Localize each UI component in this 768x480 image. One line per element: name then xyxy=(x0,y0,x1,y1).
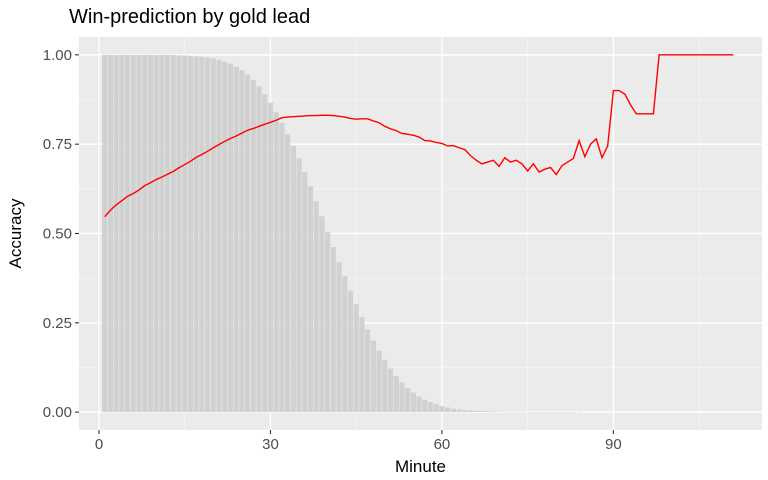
bar xyxy=(405,387,411,413)
bar xyxy=(233,66,239,413)
bar xyxy=(330,247,336,413)
bar xyxy=(416,396,422,413)
bar xyxy=(302,172,308,413)
bar xyxy=(267,102,274,413)
x-tick-label: 90 xyxy=(605,436,622,453)
bar xyxy=(153,54,159,413)
bar xyxy=(279,122,285,413)
bar xyxy=(250,79,256,413)
y-axis-title: Accuracy xyxy=(6,198,25,268)
y-tick-label: 1.00 xyxy=(43,47,72,64)
bar xyxy=(165,54,171,413)
bar xyxy=(147,54,154,413)
bar xyxy=(410,392,416,413)
bar xyxy=(336,262,342,413)
bar xyxy=(399,382,405,413)
y-tick-label: 0.00 xyxy=(43,404,72,421)
bar xyxy=(433,404,439,413)
bar xyxy=(142,54,148,413)
bar xyxy=(296,158,302,413)
bar xyxy=(182,55,188,413)
chart-title: Win-prediction by gold lead xyxy=(69,6,310,28)
bar xyxy=(347,290,354,413)
y-tick-label: 0.75 xyxy=(43,136,72,153)
bar xyxy=(119,54,125,413)
bar xyxy=(473,410,479,413)
bar xyxy=(187,55,194,413)
bar xyxy=(456,409,462,413)
bar xyxy=(136,54,142,413)
bar xyxy=(102,54,108,413)
bar xyxy=(325,232,331,413)
bar xyxy=(290,145,296,413)
y-axis-ticks: 0.00 0.25 0.50 0.75 1.00 xyxy=(43,47,79,421)
y-tick-label: 0.25 xyxy=(43,315,72,332)
bar xyxy=(382,359,388,413)
bar xyxy=(370,340,376,413)
y-tick-label: 0.50 xyxy=(43,226,72,243)
bar xyxy=(239,70,245,413)
bar xyxy=(479,411,485,413)
bar xyxy=(256,86,262,413)
bar xyxy=(245,74,251,413)
bar xyxy=(353,304,359,413)
bar xyxy=(450,408,456,413)
bar xyxy=(496,411,502,413)
bar xyxy=(365,329,371,413)
x-axis-title: Minute xyxy=(395,457,446,476)
bar xyxy=(490,411,496,413)
x-axis-ticks: 0 30 60 90 xyxy=(95,430,622,453)
bar xyxy=(227,63,234,413)
bar xyxy=(170,54,176,413)
bar xyxy=(125,54,131,413)
bar xyxy=(159,54,165,413)
bar xyxy=(222,61,228,413)
bar xyxy=(359,317,365,413)
bar xyxy=(319,216,325,413)
bar xyxy=(393,376,399,413)
bar xyxy=(130,54,136,413)
x-tick-label: 0 xyxy=(95,436,103,453)
bar xyxy=(193,56,199,413)
bar xyxy=(216,59,222,413)
bar xyxy=(387,368,394,413)
bar xyxy=(176,55,182,413)
bar xyxy=(313,201,319,413)
bar xyxy=(427,402,434,413)
bar xyxy=(462,409,468,413)
bar xyxy=(107,54,114,413)
bar xyxy=(376,350,382,413)
x-tick-label: 60 xyxy=(434,436,451,453)
bar xyxy=(445,407,451,413)
bar xyxy=(307,186,314,413)
bar xyxy=(262,94,268,413)
bar xyxy=(113,54,119,413)
bar xyxy=(273,112,279,413)
bar xyxy=(210,58,216,413)
accuracy-line xyxy=(104,54,734,218)
bar xyxy=(199,56,205,413)
x-tick-label: 30 xyxy=(262,436,279,453)
bar xyxy=(422,399,428,413)
bar xyxy=(467,410,474,413)
bar xyxy=(285,134,291,413)
bar xyxy=(485,411,491,413)
bar xyxy=(342,276,348,413)
bar-series xyxy=(102,54,582,413)
bar xyxy=(205,57,211,413)
bar xyxy=(439,406,445,413)
